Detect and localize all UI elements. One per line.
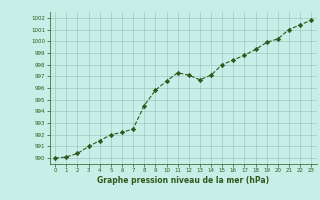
X-axis label: Graphe pression niveau de la mer (hPa): Graphe pression niveau de la mer (hPa) [97,176,269,185]
